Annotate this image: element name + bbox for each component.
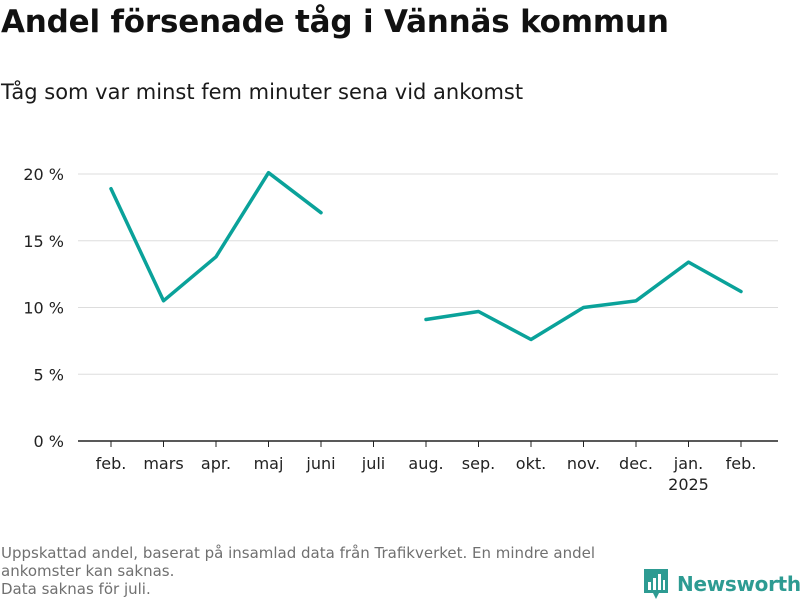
brand-name: Newsworthy	[677, 572, 800, 596]
y-axis: 0 % 5 % 10 % 15 % 20 %	[23, 165, 64, 451]
chart-title: Andel försenade tåg i Vännäs kommun	[1, 4, 669, 40]
y-tick-label: 0 %	[34, 432, 64, 451]
footnote-line: ankomster kan saknas.	[1, 562, 175, 580]
x-tick-label: feb.	[96, 454, 127, 473]
series-line-segment	[109, 170, 323, 303]
x-tick-label: nov.	[567, 454, 600, 473]
footnote-line: Uppskattad andel, baserat på insamlad da…	[1, 544, 596, 562]
x-tick-label: sep.	[462, 454, 495, 473]
x-tick-label: feb.	[726, 454, 757, 473]
y-tick-label: 15 %	[23, 232, 64, 251]
chart-subtitle: Tåg som var minst fem minuter sena vid a…	[1, 80, 524, 104]
y-tick-label: 5 %	[34, 365, 64, 384]
brand-logo: Newsworthy	[644, 569, 800, 599]
bar-chart-speech-bubble-icon	[644, 569, 668, 599]
x-tick-label: juli	[361, 454, 385, 473]
x-tick-label: okt.	[516, 454, 546, 473]
series-lines	[109, 170, 743, 342]
x-tick-sublabel: 2025	[668, 475, 709, 494]
gridlines	[78, 173, 778, 375]
x-tick-label: aug.	[408, 454, 443, 473]
y-tick-label: 10 %	[23, 299, 64, 318]
x-tick-label: juni	[305, 454, 335, 473]
footnote-line: Data saknas för juli.	[1, 580, 151, 598]
footnote: Uppskattad andel, baserat på insamlad da…	[1, 544, 641, 598]
x-tick-label: apr.	[201, 454, 231, 473]
x-tick-label: maj	[254, 454, 284, 473]
y-tick-label: 20 %	[23, 165, 64, 184]
series-line-segment	[424, 260, 743, 342]
x-axis: feb. mars apr. maj juni juli aug. sep. okt. nov. d…	[78, 440, 778, 494]
x-tick-label: jan.	[673, 454, 703, 473]
x-tick-label: dec.	[619, 454, 653, 473]
x-tick-label: mars	[143, 454, 183, 473]
